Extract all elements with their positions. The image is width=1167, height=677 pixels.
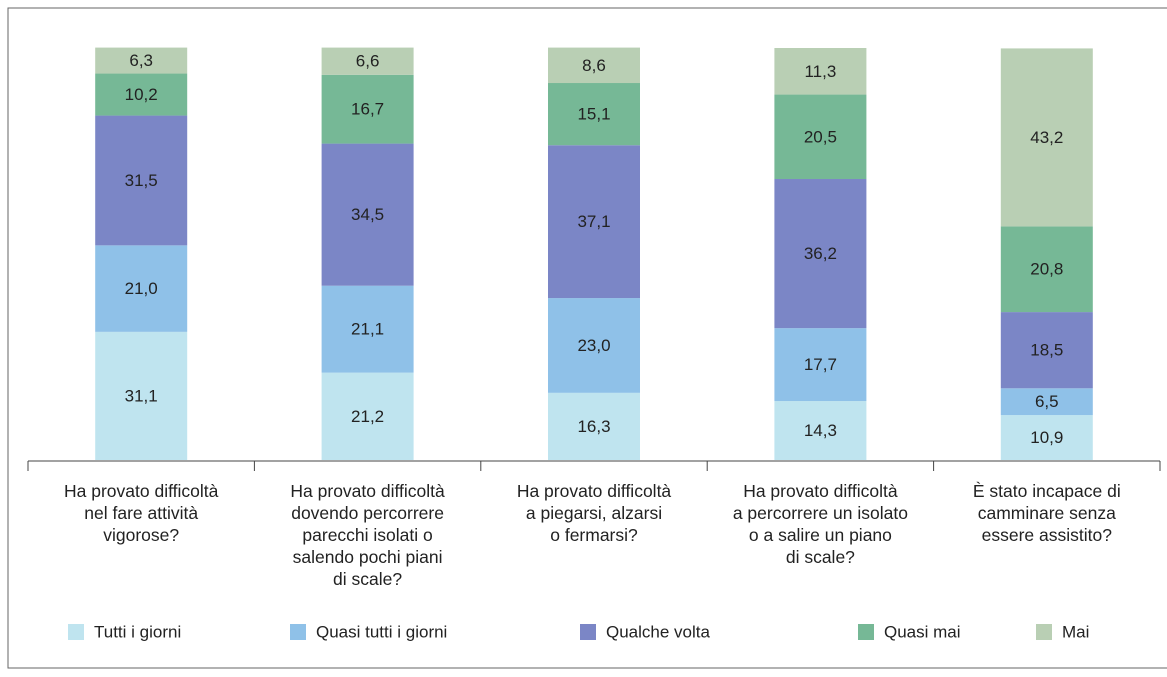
bar-segment [774, 401, 867, 460]
bar-segment [95, 115, 188, 246]
bar-segment [548, 298, 640, 393]
bar-segment [95, 331, 188, 460]
bar-segment [774, 48, 867, 95]
data-label: 10,2 [125, 85, 158, 104]
x-tick-label: Ha provato difficoltà a percorrere un is… [732, 481, 908, 567]
legend-swatch [290, 624, 306, 640]
bar-segment [321, 285, 414, 373]
bar-segment [1000, 48, 1093, 227]
data-label: 23,0 [577, 336, 610, 355]
legend-swatch [68, 624, 84, 640]
data-label: 21,0 [125, 279, 158, 298]
bar-segment [95, 245, 188, 332]
x-tick-label: Ha provato difficoltà dovendo percorrere… [290, 481, 445, 589]
bar-segment [321, 143, 414, 286]
data-label: 6,5 [1035, 392, 1059, 411]
bar-segment [1000, 312, 1093, 389]
data-label: 21,2 [351, 407, 384, 426]
bar-segment [774, 94, 867, 180]
data-label: 18,5 [1030, 341, 1063, 360]
bar-segment [774, 328, 867, 402]
data-label: 21,1 [351, 320, 384, 339]
legend-swatch [858, 624, 874, 640]
bar-segment [321, 47, 414, 75]
data-label: 8,6 [582, 56, 606, 75]
legend-label: Quasi mai [884, 622, 961, 641]
bar-segment [95, 73, 188, 116]
legend-swatch [1036, 624, 1052, 640]
data-label: 31,1 [125, 386, 158, 405]
data-label: 34,5 [351, 205, 384, 224]
legend-label: Qualche volta [606, 622, 710, 641]
bar-segment [548, 47, 640, 84]
data-label: 36,2 [804, 244, 837, 263]
x-tick-label: Ha provato difficoltà a piegarsi, alzars… [516, 481, 672, 545]
data-label: 20,5 [804, 127, 837, 146]
data-label: 16,3 [577, 417, 610, 436]
data-label: 6,6 [356, 52, 380, 71]
bar-segment [548, 83, 640, 146]
data-label: 15,1 [577, 105, 610, 124]
legend-label: Quasi tutti i giorni [316, 622, 447, 641]
data-label: 6,3 [129, 51, 153, 70]
frame [7, 7, 1167, 669]
data-label: 16,7 [351, 100, 384, 119]
bar-segment [548, 145, 640, 299]
bar-segment [1000, 388, 1093, 416]
bar-segment [774, 179, 867, 329]
legend-label: Tutti i giorni [94, 622, 181, 641]
data-label: 37,1 [577, 212, 610, 231]
bar-segment [1000, 415, 1093, 460]
bar-segment [1000, 226, 1093, 313]
data-label: 11,3 [804, 62, 836, 81]
x-tick-label: È stato incapace di camminare senza esse… [972, 481, 1121, 545]
x-tick-label: Ha provato difficoltà nel fare attività … [64, 481, 219, 545]
data-label: 31,5 [125, 171, 158, 190]
legend-label: Mai [1062, 622, 1089, 641]
data-label: 20,8 [1030, 260, 1063, 279]
data-label: 14,3 [804, 421, 837, 440]
bar-segment [95, 47, 188, 74]
data-label: 17,7 [804, 355, 837, 374]
data-label: 10,9 [1030, 428, 1063, 447]
data-label: 43,2 [1030, 128, 1063, 147]
bar-segment [548, 392, 640, 460]
bar-segment [321, 74, 414, 144]
legend-swatch [580, 624, 596, 640]
bar-segment [321, 372, 414, 460]
